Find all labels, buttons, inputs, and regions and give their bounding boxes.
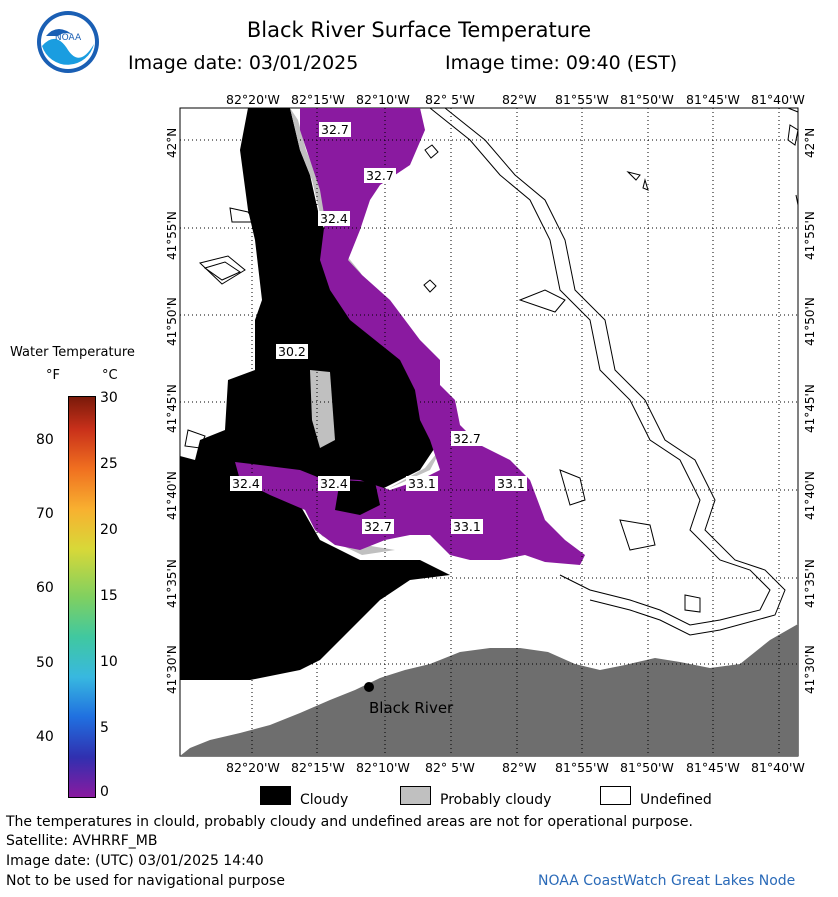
colorbar-f-tick: 80 [36,432,54,448]
image-date: Image date: 03/01/2025 [128,52,359,74]
lon-label-bottom: 81°40'W [751,760,805,775]
colorbar-c-tick: 20 [100,522,118,538]
temp-label: 32.7 [362,519,394,534]
temp-label: 32.7 [319,122,351,137]
legend-probably-cloudy: Probably cloudy [440,792,552,808]
land-area [180,624,798,756]
lon-label-bottom: 82°20'W [226,760,280,775]
colorbar-unit-f: °F [46,368,60,383]
image-time: Image time: 09:40 (EST) [445,52,678,74]
logo-text: NOAA [55,33,82,43]
colorbar-c-tick: 30 [100,390,118,406]
probably-cloudy-patch [310,370,335,448]
temp-label: 30.2 [276,344,308,359]
lon-label-bottom: 81°45'W [686,760,740,775]
footer-satellite: Satellite: AVHRRF_MB [6,833,158,849]
lon-label-top: 82°W [502,92,537,107]
colorbar-title: Water Temperature [10,345,135,360]
colorbar-f-tick: 60 [36,580,54,596]
footer-disclaimer: The temperatures in clould, probably clo… [6,814,693,830]
lon-label-top: 81°45'W [686,92,740,107]
colorbar-f-tick: 70 [36,506,54,522]
lon-label-top: 81°55'W [555,92,609,107]
lat-label: 41°55'N [165,211,179,260]
lon-label-top: 81°50'W [620,92,674,107]
lon-label-bottom: 82°15'W [291,760,345,775]
colorbar-c-tick: 10 [100,654,118,670]
black-river-marker [364,682,374,692]
footer-utc-date: Image date: (UTC) 03/01/2025 14:40 [6,853,264,869]
colorbar-c-tick: 5 [100,720,109,736]
temp-label: 32.7 [451,431,483,446]
black-river-label: Black River [369,699,454,717]
lon-label-bottom: 81°55'W [555,760,609,775]
lon-label-top: 82°20'W [226,92,280,107]
lat-label: 41°40'N [803,471,817,520]
lat-label: 41°45'N [165,384,179,433]
colorbar-c-tick: 25 [100,456,118,472]
depth-contours [184,107,799,636]
lat-label: 42°N [165,128,179,158]
legend-swatch-undefined [600,786,631,805]
temp-label: 32.7 [364,168,396,183]
legend-cloudy: Cloudy [300,792,349,808]
lat-label: 41°30'N [803,645,817,694]
page-title: Black River Surface Temperature [246,18,592,42]
lat-label: 41°55'N [803,211,817,260]
temp-label: 32.4 [318,476,350,491]
legend-swatch-cloudy [260,786,291,805]
legend-undefined: Undefined [640,792,712,808]
lat-labels-left: 42°N 41°55'N 41°50'N 41°45'N 41°40'N 41°… [165,128,179,694]
temp-label: 33.1 [495,476,527,491]
temp-label: 33.1 [451,519,483,534]
lon-label-bottom: 81°50'W [620,760,674,775]
lat-label: 41°35'N [803,559,817,608]
colorbar-f-tick: 40 [36,729,54,745]
lat-label: 42°N [803,128,817,158]
warm-water-area [235,108,585,565]
lon-label-bottom: 82°W [502,760,537,775]
temp-label: 32.4 [230,476,262,491]
temp-label: 32.4 [318,211,350,226]
colorbar-c-tick: 0 [100,784,109,800]
noaa-logo-icon: NOAA [37,11,99,73]
colorbar-f-tick: 50 [36,655,54,671]
lat-lon-grid [180,108,798,756]
lat-label: 41°45'N [803,384,817,433]
lon-label-top: 82°15'W [291,92,345,107]
footer-credit: NOAA CoastWatch Great Lakes Node [538,873,796,889]
lat-label: 41°50'N [803,297,817,346]
colorbar-unit-c: °C [102,368,118,383]
lat-label: 41°35'N [165,559,179,608]
lon-label-top: 82° 5'W [425,92,475,107]
lon-label-top: 82°10'W [356,92,410,107]
colorbar [68,396,96,798]
lat-label: 41°50'N [165,297,179,346]
lat-label: 41°30'N [165,645,179,694]
colorbar-c-tick: 15 [100,588,118,604]
lon-label-bottom: 82°10'W [356,760,410,775]
lat-label: 41°40'N [165,471,179,520]
footer-nav-warning: Not to be used for navigational purpose [6,873,285,889]
lat-labels-right: 42°N 41°55'N 41°50'N 41°45'N 41°40'N 41°… [803,128,817,694]
noaa-logo: NOAA [36,10,100,74]
legend-swatch-probably-cloudy [400,786,431,805]
lon-label-top: 81°40'W [751,92,805,107]
temp-label: 33.1 [406,476,438,491]
lon-label-bottom: 82° 5'W [425,760,475,775]
